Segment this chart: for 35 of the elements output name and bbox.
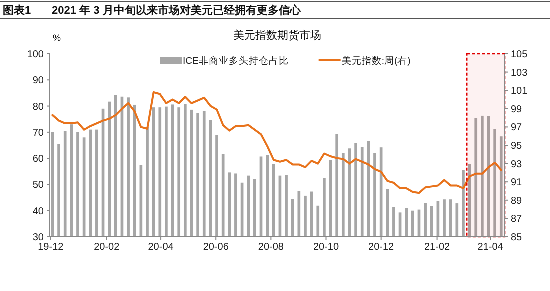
- y-tick-label: 70: [32, 128, 44, 139]
- x-tick-label: 20-02: [94, 242, 120, 253]
- text: 2021 年 3 月中旬以来市场对美元已经拥有更多信心: [52, 4, 302, 17]
- y-tick-label: 40: [32, 206, 44, 218]
- y2-tick-label: 89: [511, 196, 523, 207]
- x-tick-label: 20-08: [258, 242, 284, 253]
- y2-tick-label: 97: [511, 122, 523, 134]
- y-axis-title: %: [52, 33, 62, 43]
- y2-tick-label: 93: [511, 159, 523, 170]
- y-tick-label: 30: [32, 232, 44, 244]
- y2-tick-label: 103: [511, 68, 528, 79]
- x-tick-label: 20-06: [203, 242, 230, 253]
- x-tick-label: 19-12: [38, 242, 64, 253]
- line-series: [52, 91, 502, 194]
- y2-tick-label: 105: [511, 50, 528, 60]
- y-tick-label: 100: [27, 50, 44, 60]
- x-tick-label: 21-02: [424, 242, 451, 253]
- y-tick-label: 90: [32, 76, 44, 87]
- x-tick-label: 20-10: [313, 242, 340, 253]
- y2-tick-label: 99: [511, 104, 523, 116]
- y-tick-label: 50: [32, 180, 44, 192]
- y2-tick-label: 91: [511, 178, 523, 189]
- y2-tick-label: 87: [511, 214, 523, 226]
- text: 图表1: [3, 4, 32, 17]
- chart-title: 美元指数期货市场: [234, 29, 322, 42]
- y-tick-label: 60: [32, 154, 44, 166]
- legend-label: 美元指数:周(右): [342, 55, 411, 67]
- y2-tick-label: 85: [511, 232, 523, 244]
- x-tick-label: 20-04: [148, 242, 174, 253]
- x-tick-label: 21-04: [478, 242, 504, 253]
- y2-tick-label: 95: [511, 141, 523, 152]
- y-tick-label: 80: [32, 102, 44, 113]
- x-tick-label: 20-12: [368, 242, 395, 253]
- legend-label: ICE非商业多头持仓占比: [183, 55, 289, 67]
- y2-tick-label: 101: [511, 86, 528, 98]
